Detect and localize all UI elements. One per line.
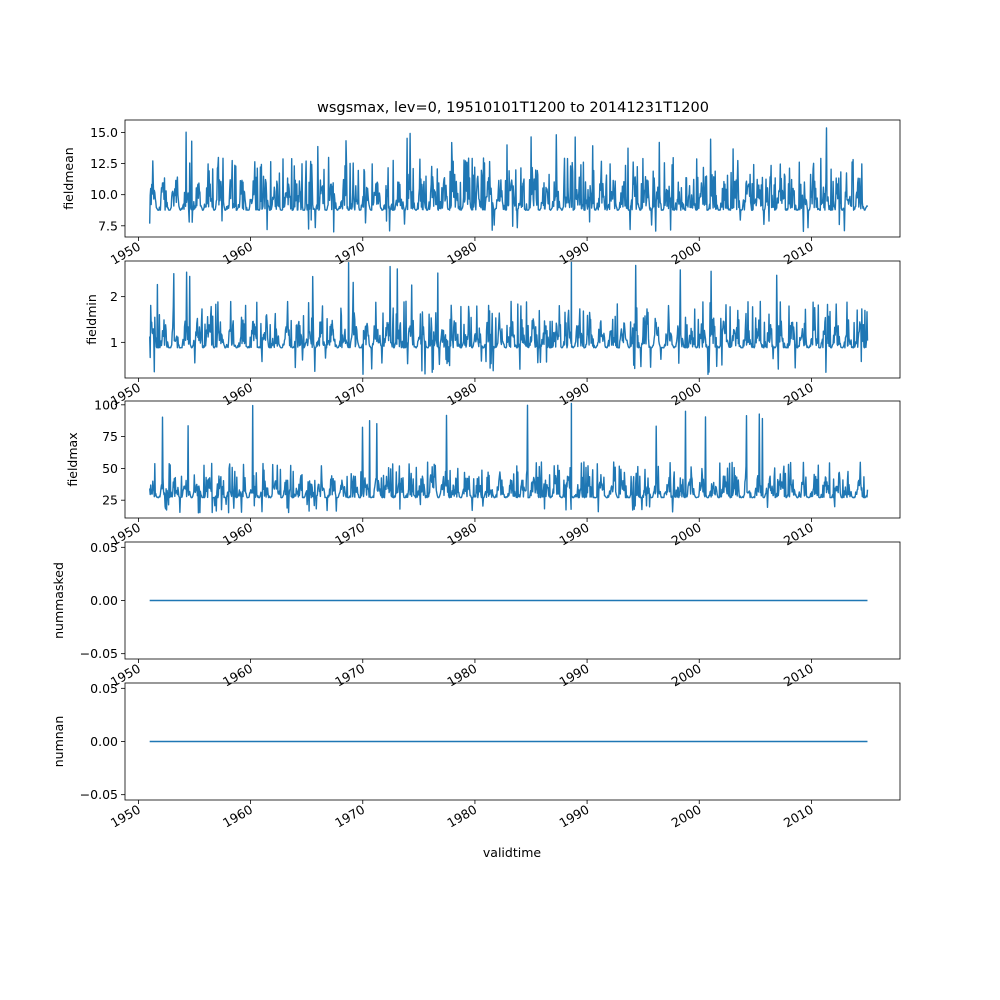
y-tick-label-numnan: 0.05 (90, 681, 118, 696)
y-tick-label-numnan: −0.05 (80, 787, 118, 802)
y-axis-label-numnan: numnan (51, 716, 66, 768)
y-tick-label-fieldmean: 7.5 (98, 218, 118, 233)
y-tick-label-numnan: 0.00 (90, 734, 118, 749)
y-axis-label-nummasked: nummasked (51, 562, 66, 639)
chart-title: wsgsmax, lev=0, 19510101T1200 to 2014123… (317, 100, 709, 116)
y-axis-label-fieldmax: fieldmax (65, 432, 80, 486)
x-axis-label: validtime (483, 845, 541, 860)
y-tick-label-fieldmax: 25 (102, 493, 118, 508)
y-tick-label-nummasked: 0.05 (90, 540, 118, 555)
y-tick-label-fieldmean: 15.0 (90, 125, 118, 140)
series-line-fieldmean (149, 127, 869, 233)
y-axis-label-fieldmean: fieldmean (61, 147, 76, 209)
axes-frame-fieldmin (124, 260, 901, 379)
y-tick-label-fieldmean: 10.0 (90, 187, 118, 202)
y-tick-label-fieldmean: 12.5 (90, 156, 118, 171)
axes-frame-fieldmax (124, 400, 901, 519)
y-tick-label-fieldmax: 100 (94, 397, 118, 412)
y-tick-label-fieldmax: 75 (102, 429, 118, 444)
y-tick-label-nummasked: −0.05 (80, 646, 118, 661)
series-line-fieldmax (149, 402, 869, 514)
y-tick-label-fieldmin: 1 (110, 335, 118, 350)
y-tick-label-nummasked: 0.00 (90, 593, 118, 608)
y-tick-label-fieldmax: 50 (102, 461, 118, 476)
axes-frame-fieldmean (124, 119, 901, 238)
y-axis-label-fieldmin: fieldmin (84, 294, 99, 345)
series-line-fieldmin (149, 261, 869, 375)
y-tick-label-fieldmin: 2 (110, 289, 118, 304)
